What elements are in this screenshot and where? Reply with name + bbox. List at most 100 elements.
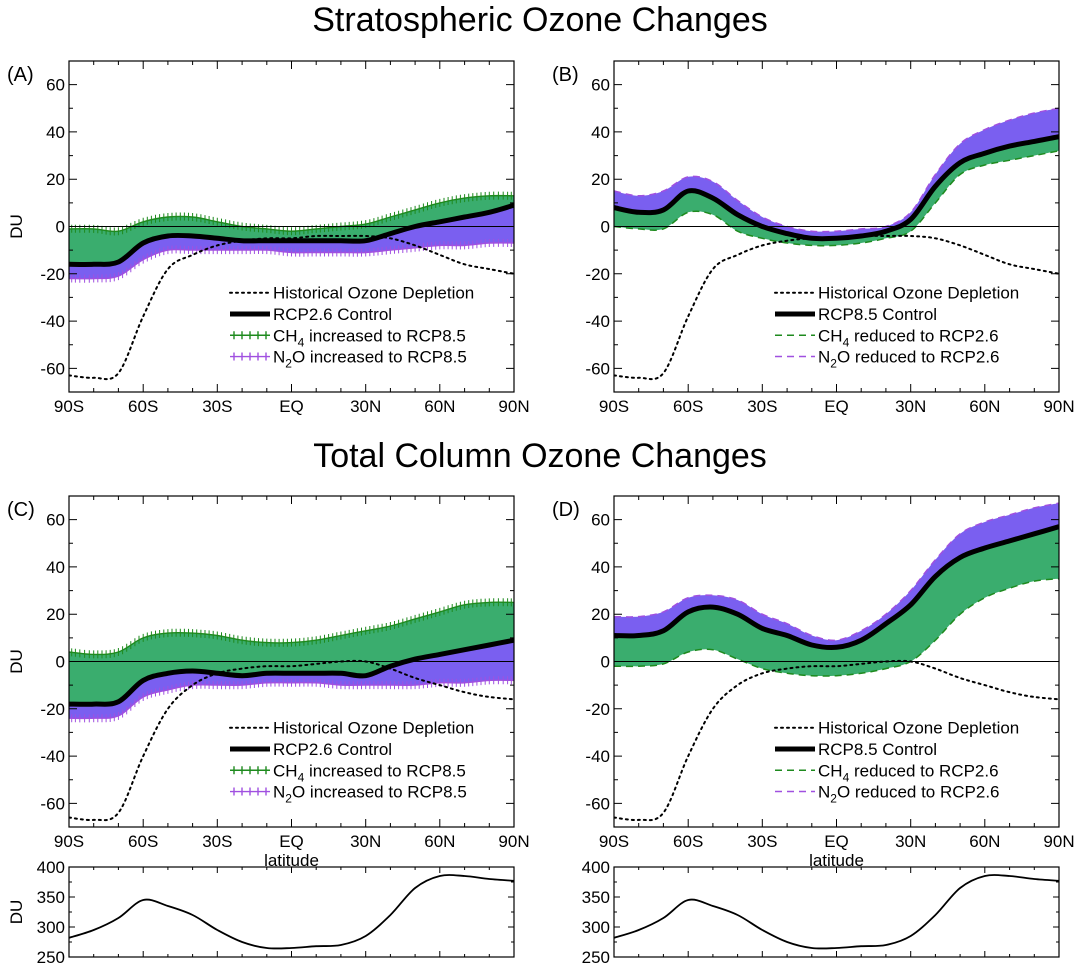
tick-marks [68,866,515,958]
section-title-stratospheric: Stratospheric Ozone Changes [312,1,767,39]
y-tick-label: 0 [56,653,65,672]
control-line [614,134,1059,242]
n2o-line [614,502,1059,642]
y-tick-label: 250 [582,948,610,965]
x-tick-label: EQ [279,397,304,416]
legend-ch4-label-subscript: 4 [298,335,305,349]
legend-n2o-label-subscript: 2 [830,792,837,806]
x-tick-label: 30S [747,832,777,851]
legend-n2o-label-subscript: 2 [830,357,837,371]
tick-marks [613,60,1060,393]
n2o-line [614,107,1059,233]
ticks-c: 90S 60S 30S EQ 30N 60N 90N -60 -40 -20 0 20 40 60 [40,495,530,851]
legend-ch4-label-suffix: reduced to RCP2.6 [849,326,998,345]
plot-area-a [69,191,514,381]
legend-n2o-label-suffix: O reduced to RCP2.6 [837,348,1000,367]
plot-area-e [69,874,514,950]
legend-ch4-label-suffix: reduced to RCP2.6 [849,761,998,780]
y-axis-label: DU [7,900,26,925]
y-tick-label: -20 [40,700,65,719]
n2o-band [614,503,1059,648]
legend-control-label: RCP2.6 Control [273,740,392,759]
legend-n2o-label-prefix: N [273,783,285,802]
ch4-line [614,150,1059,247]
x-tick-label: 60S [673,397,703,416]
legend-ch4-label-subscript: 4 [843,770,850,784]
x-tick-label: EQ [279,962,304,965]
control-line [614,524,1059,651]
x-axis-label: latitude [264,851,319,870]
y-tick-label: 40 [46,558,65,577]
legend-n2o-label-subscript: 2 [285,357,292,371]
y-tick-label: 300 [582,918,610,937]
y-tick-label: -20 [585,265,610,284]
y-tick-label: -40 [585,747,610,766]
y-tick-label: -40 [40,312,65,331]
y-tick-label: -60 [40,359,65,378]
y-tick-label: 350 [582,888,610,907]
legend-n2o-label-suffix: O increased to RCP8.5 [292,783,467,802]
tick-marks [613,866,1060,958]
legend-ch4-label-subscript: 4 [843,335,850,349]
x-tick-label: 60S [673,962,703,965]
x-tick-label: 60N [424,832,455,851]
historical-line [614,234,1059,381]
x-tick-label: 30N [895,832,926,851]
legend-n2o-label-prefix: N [273,348,285,367]
y-tick-label: -60 [585,794,610,813]
ticks-b: 90S 60S 30S EQ 30N 60N 90N -60 -40 -20 0 20 40 60 [585,60,1075,416]
y-tick-label: -60 [40,794,65,813]
x-tick-label: 90S [599,397,629,416]
legend-b: Historical Ozone Depletion RCP8.5 Control… [774,284,1019,371]
y-tick-label: 60 [46,76,65,95]
legend-ch4-label-subscript: 4 [298,770,305,784]
panels: Historical Ozone Depletion RCP2.6 Control… [7,60,1075,965]
panel-label-c: (C) [7,499,35,521]
x-tick-label: 60N [969,962,1000,965]
panel-d: Historical Ozone Depletion RCP8.5 Control… [552,495,1075,870]
ch4-markers [69,191,514,236]
legend-n2o-label-prefix: N [818,783,830,802]
y-axis-label: DU [7,214,26,239]
legend-control-label: RCP8.5 Control [818,740,937,759]
x-tick-label: 90S [54,832,84,851]
historical-line [69,659,514,822]
plot-frame-f [613,866,1060,958]
x-tick-label: EQ [824,397,849,416]
x-tick-label: EQ [824,962,849,965]
panel-b: Historical Ozone Depletion RCP8.5 Control… [552,60,1075,416]
x-tick-label: 30N [350,832,381,851]
y-tick-label: 20 [46,170,65,189]
x-tick-label: 30N [895,397,926,416]
y-tick-label: -60 [585,359,610,378]
legend-a: Historical Ozone Depletion RCP2.6 Control… [229,284,474,371]
x-tick-label: 30N [895,962,926,965]
panel-a: Historical Ozone Depletion RCP2.6 Control… [7,60,530,416]
y-tick-label: 20 [591,605,610,624]
x-tick-label: 90N [1043,962,1074,965]
legend-ch4-label-prefix: CH [273,326,298,345]
panel-e: 90S 60S 30S EQ 30N 60N 90N 250 300 350 400 DU [7,858,530,965]
climatology-line [614,874,1059,950]
y-tick-label: 40 [591,558,610,577]
x-axis-label: latitude [809,851,864,870]
y-tick-label: 40 [46,123,65,142]
y-tick-label: 60 [591,76,610,95]
x-tick-label: 60N [424,397,455,416]
control-line [69,202,514,267]
legend-historical-label: Historical Ozone Depletion [273,284,474,303]
legend-ch4-label: CH4 reduced to RCP2.6 [818,761,999,784]
x-tick-label: 30S [747,397,777,416]
y-tick-label: 0 [601,218,610,237]
n2o-markers [69,676,514,723]
legend-n2o-label: N2O reduced to RCP2.6 [818,348,1000,371]
x-tick-label: 30S [202,397,232,416]
x-tick-label: 90N [1043,832,1074,851]
x-tick-label: 90N [1043,397,1074,416]
panel-label-a: (A) [7,64,34,86]
legend-n2o-label-prefix: N [818,348,830,367]
legend-ch4-label-prefix: CH [818,761,843,780]
x-tick-label: 30S [202,962,232,965]
legend-ch4-label-suffix: increased to RCP8.5 [304,326,466,345]
